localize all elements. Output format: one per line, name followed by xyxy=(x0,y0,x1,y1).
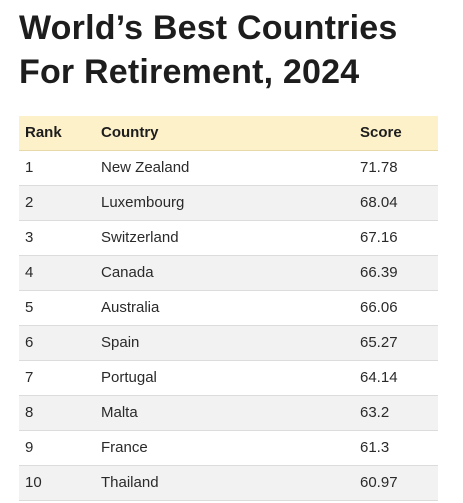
rank-cell: 1 xyxy=(19,150,95,186)
rank-cell: 5 xyxy=(19,290,95,326)
score-cell: 67.16 xyxy=(354,220,438,256)
country-cell: France xyxy=(95,430,354,466)
country-cell: Spain xyxy=(95,325,354,361)
table-row: 4 Canada 66.39 xyxy=(19,255,438,291)
table-row: 6 Spain 65.27 xyxy=(19,325,438,361)
score-cell: 66.06 xyxy=(354,290,438,326)
score-cell: 66.39 xyxy=(354,255,438,291)
title-line-2: For Retirement, 2024 xyxy=(19,53,360,91)
score-cell: 68.04 xyxy=(354,185,438,221)
table-row: 8 Malta 63.2 xyxy=(19,395,438,431)
column-header-country: Country xyxy=(95,116,354,151)
rank-cell: 4 xyxy=(19,255,95,291)
score-cell: 60.97 xyxy=(354,465,438,501)
country-cell: New Zealand xyxy=(95,150,354,186)
table-row: 9 France 61.3 xyxy=(19,430,438,466)
score-cell: 64.14 xyxy=(354,360,438,396)
score-cell: 65.27 xyxy=(354,325,438,361)
table-row: 1 New Zealand 71.78 xyxy=(19,150,438,186)
rank-cell: 6 xyxy=(19,325,95,361)
score-cell: 71.78 xyxy=(354,150,438,186)
country-cell: Thailand xyxy=(95,465,354,501)
table-row: 5 Australia 66.06 xyxy=(19,290,438,326)
country-cell: Australia xyxy=(95,290,354,326)
country-cell: Canada xyxy=(95,255,354,291)
ranking-table: Rank Country Score 1 New Zealand 71.78 2 Lux… xyxy=(19,116,438,501)
column-header-score: Score xyxy=(354,116,438,151)
table-body: 1 New Zealand 71.78 2 Luxembourg 68.04 3 Switze… xyxy=(19,150,438,501)
table-header-row: Rank Country Score xyxy=(19,116,438,151)
country-cell: Malta xyxy=(95,395,354,431)
score-cell: 63.2 xyxy=(354,395,438,431)
table-row: 7 Portugal 64.14 xyxy=(19,360,438,396)
page-title: World’s Best Countries For Retirement, 2… xyxy=(19,6,397,94)
country-cell: Portugal xyxy=(95,360,354,396)
rank-cell: 8 xyxy=(19,395,95,431)
title-line-1: World’s Best Countries xyxy=(19,9,398,47)
score-cell: 61.3 xyxy=(354,430,438,466)
rank-cell: 7 xyxy=(19,360,95,396)
rank-cell: 2 xyxy=(19,185,95,221)
rank-cell: 9 xyxy=(19,430,95,466)
country-cell: Luxembourg xyxy=(95,185,354,221)
table-row: 10 Thailand 60.97 xyxy=(19,465,438,501)
country-cell: Switzerland xyxy=(95,220,354,256)
column-header-rank: Rank xyxy=(19,116,95,151)
rank-cell: 3 xyxy=(19,220,95,256)
table-row: 3 Switzerland 67.16 xyxy=(19,220,438,256)
table-row: 2 Luxembourg 68.04 xyxy=(19,185,438,221)
rank-cell: 10 xyxy=(19,465,95,501)
